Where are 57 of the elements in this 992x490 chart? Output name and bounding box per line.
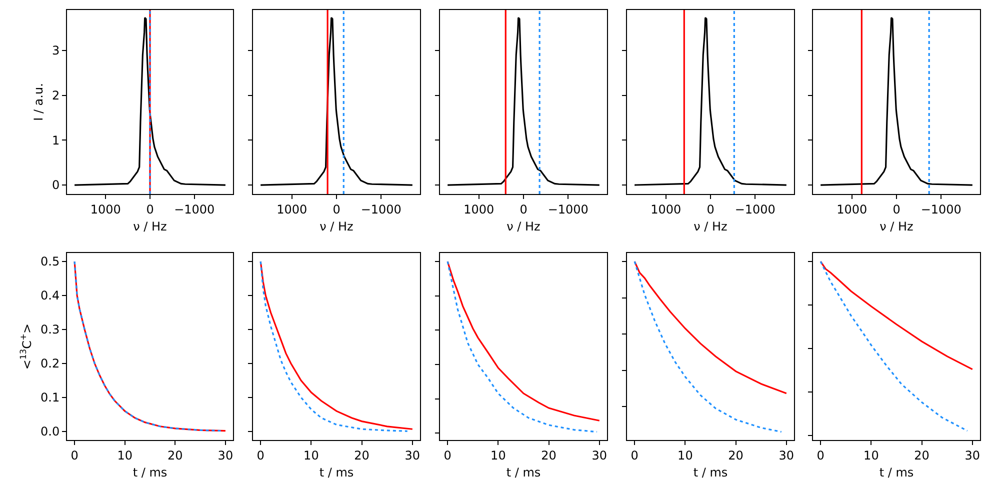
x-tick-label: 1000 xyxy=(650,202,682,216)
x-tick-label: 0 xyxy=(630,448,638,462)
x-tick-label: −1000 xyxy=(174,202,215,216)
x-tick-label: 1000 xyxy=(836,202,868,216)
y-tick-label: 0.3 xyxy=(40,322,60,337)
x-tick-label: 0 xyxy=(146,202,154,216)
y-tick-label: 3 xyxy=(52,44,60,58)
x-tick-label: 10 xyxy=(678,448,693,462)
x-tick-label: 0 xyxy=(816,448,824,462)
y-tick-label: 1 xyxy=(52,133,60,148)
x-tick-label: 10 xyxy=(304,448,319,462)
x-axis-title: ν / Hz xyxy=(320,219,354,234)
x-tick-label: 0 xyxy=(444,448,452,462)
x-tick-label: −1000 xyxy=(360,202,402,216)
x-tick-label: 10 xyxy=(864,448,879,462)
y-axis-title: I / a.u. xyxy=(31,83,46,121)
x-axis-title: t / ms xyxy=(506,465,541,480)
x-tick-label: 20 xyxy=(914,448,930,462)
x-tick-label: 1000 xyxy=(90,202,121,216)
x-tick-label: 20 xyxy=(168,448,183,462)
x-axis-title: t / ms xyxy=(132,465,168,480)
y-tick-label: 0.4 xyxy=(40,288,60,303)
x-axis-title: ν / Hz xyxy=(506,219,540,234)
x-axis-title: ν / Hz xyxy=(880,219,914,234)
x-tick-label: 30 xyxy=(592,448,608,462)
x-tick-label: 1000 xyxy=(464,202,494,216)
y-tick-label: 0 xyxy=(52,178,60,192)
x-tick-label: −1000 xyxy=(920,202,962,216)
y-tick-label: 0.2 xyxy=(40,356,60,371)
y-tick-label: 2 xyxy=(52,88,60,102)
x-tick-label: 10 xyxy=(490,448,506,462)
x-tick-label: 30 xyxy=(778,448,794,462)
y-tick-label: 0.5 xyxy=(40,254,60,269)
x-tick-label: 0 xyxy=(520,202,528,216)
x-tick-label: 0 xyxy=(332,202,340,216)
x-tick-label: −1000 xyxy=(548,202,588,216)
x-tick-label: 0 xyxy=(256,448,264,462)
x-tick-label: 20 xyxy=(541,448,556,462)
line-series xyxy=(74,16,226,186)
x-axis-title: ν / Hz xyxy=(133,219,167,234)
x-tick-label: 20 xyxy=(728,448,744,462)
y-tick-label: 0.1 xyxy=(40,390,60,405)
y-tick-label: 0.0 xyxy=(40,424,60,439)
x-tick-label: 1000 xyxy=(276,202,308,216)
x-axis-title: ν / Hz xyxy=(694,219,728,234)
x-tick-label: 0 xyxy=(70,448,78,462)
x-tick-label: 0 xyxy=(706,202,714,216)
x-tick-label: 20 xyxy=(354,448,370,462)
x-tick-label: 0 xyxy=(892,202,900,216)
x-tick-label: 10 xyxy=(117,448,132,462)
x-tick-label: 30 xyxy=(964,448,980,462)
x-tick-label: 30 xyxy=(404,448,420,462)
x-tick-label: 30 xyxy=(218,448,234,462)
x-axis-title: t / ms xyxy=(693,465,728,480)
x-tick-label: −1000 xyxy=(734,202,776,216)
x-axis-title: t / ms xyxy=(319,465,354,480)
x-axis-title: t / ms xyxy=(879,465,914,480)
